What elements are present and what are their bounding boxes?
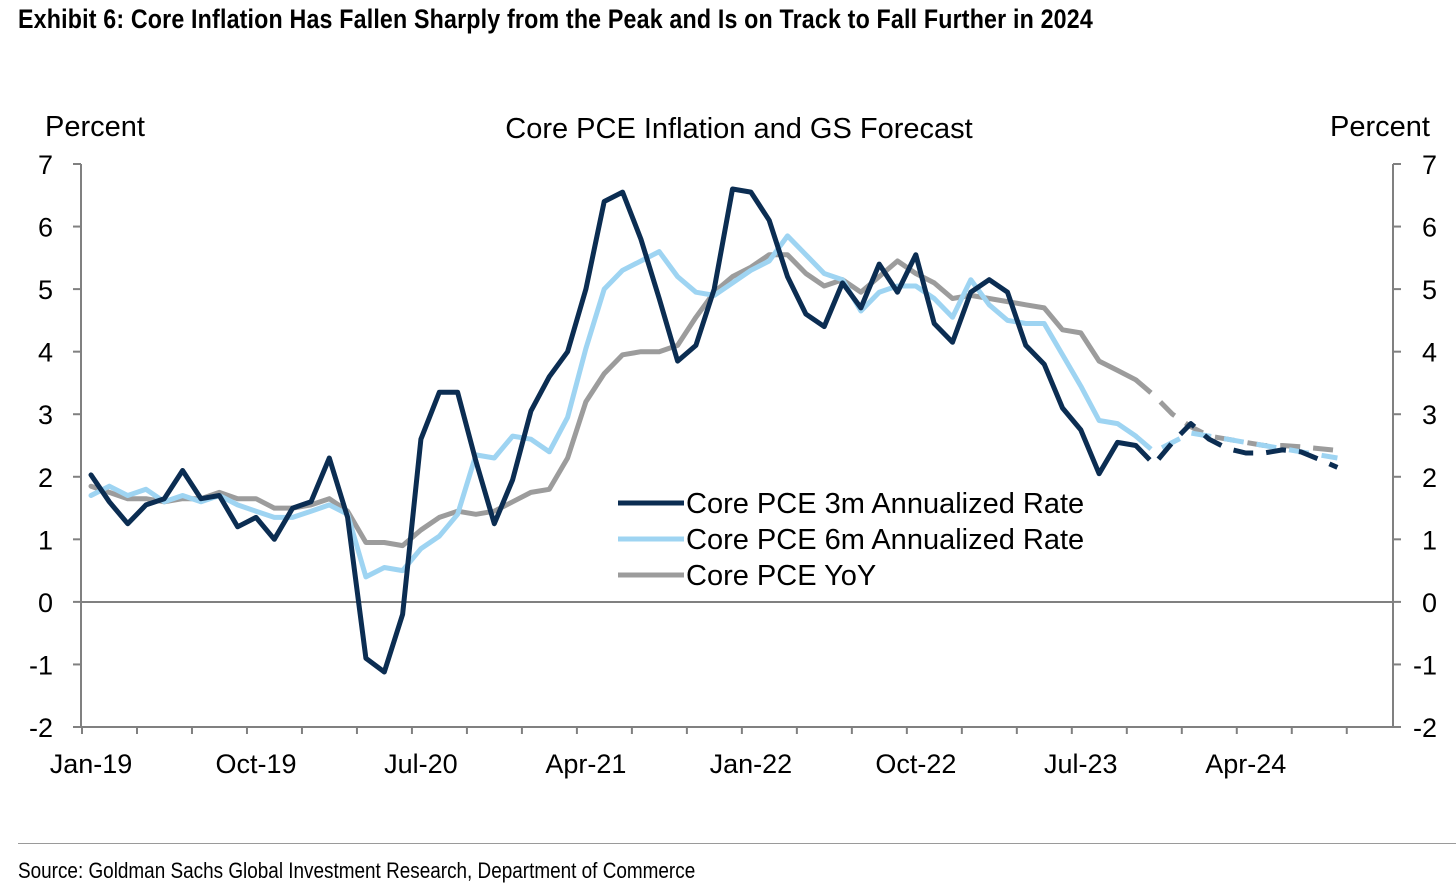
source-note: Source: Goldman Sachs Global Investment … <box>18 858 696 883</box>
x-tick-label: Jul-23 <box>1044 749 1118 779</box>
left-y-tick-label: 1 <box>38 525 53 555</box>
left-axis-label: Percent <box>45 111 145 143</box>
series-lines <box>88 186 1339 675</box>
x-tick-label: Jan-22 <box>710 749 793 779</box>
chart-area: Core PCE Inflation and GS Forecast Perce… <box>29 111 1437 779</box>
legend-label-yoy: Core PCE YoY <box>686 560 876 592</box>
x-tick-label: Jan-19 <box>50 749 133 779</box>
series-line-6m <box>88 233 1139 580</box>
right-y-tick-label: 6 <box>1422 213 1437 243</box>
right-y-tick-label: 4 <box>1422 338 1437 368</box>
left-y-tick-label: 4 <box>38 338 53 368</box>
x-tick-label: Oct-22 <box>875 749 956 779</box>
right-y-tick-label: 7 <box>1422 150 1437 180</box>
source-divider <box>18 843 1456 844</box>
right-y-tick-label: 3 <box>1422 400 1437 430</box>
axes <box>80 164 1394 728</box>
left-y-tick-label: 7 <box>38 150 53 180</box>
x-tick-label: Apr-24 <box>1205 749 1286 779</box>
legend-label-6m: Core PCE 6m Annualized Rate <box>686 524 1084 556</box>
left-y-tick-label: -2 <box>29 713 53 743</box>
forecast-line-3m <box>1134 421 1339 470</box>
right-y-tick-label: 1 <box>1422 525 1437 555</box>
left-y-tick-label: 3 <box>38 400 53 430</box>
chart-title: Core PCE Inflation and GS Forecast <box>505 113 972 145</box>
x-tick-label: Apr-21 <box>545 749 626 779</box>
left-y-tick-label: 5 <box>38 275 53 305</box>
forecast-line-yoy <box>1134 377 1338 453</box>
right-y-tick-label: 5 <box>1422 275 1437 305</box>
right-y-tick-label: -1 <box>1413 650 1437 680</box>
tick-marks: 7 7 6 6 5 5 4 4 3 3 2 2 1 1 0 0 -1 -1 -2 -2 Jan-19 Oct-19 Jul-… <box>29 150 1437 779</box>
x-tick-label: Jul-20 <box>384 749 458 779</box>
legend: Core PCE 3m Annualized Rate Core PCE 6m … <box>618 488 1084 592</box>
left-y-tick-label: 2 <box>38 463 53 493</box>
series-line-3m <box>88 186 1139 675</box>
left-y-tick-label: 6 <box>38 213 53 243</box>
right-y-tick-label: -2 <box>1413 713 1437 743</box>
left-y-tick-label: 0 <box>38 588 53 618</box>
right-y-tick-label: 0 <box>1422 588 1437 618</box>
exhibit-title: Exhibit 6: Core Inflation Has Fallen Sha… <box>18 4 1093 34</box>
x-tick-label: Oct-19 <box>215 749 296 779</box>
left-y-tick-label: -1 <box>29 650 53 680</box>
right-axis-label: Percent <box>1330 111 1430 143</box>
legend-label-3m: Core PCE 3m Annualized Rate <box>686 488 1084 520</box>
right-y-tick-label: 2 <box>1422 463 1437 493</box>
